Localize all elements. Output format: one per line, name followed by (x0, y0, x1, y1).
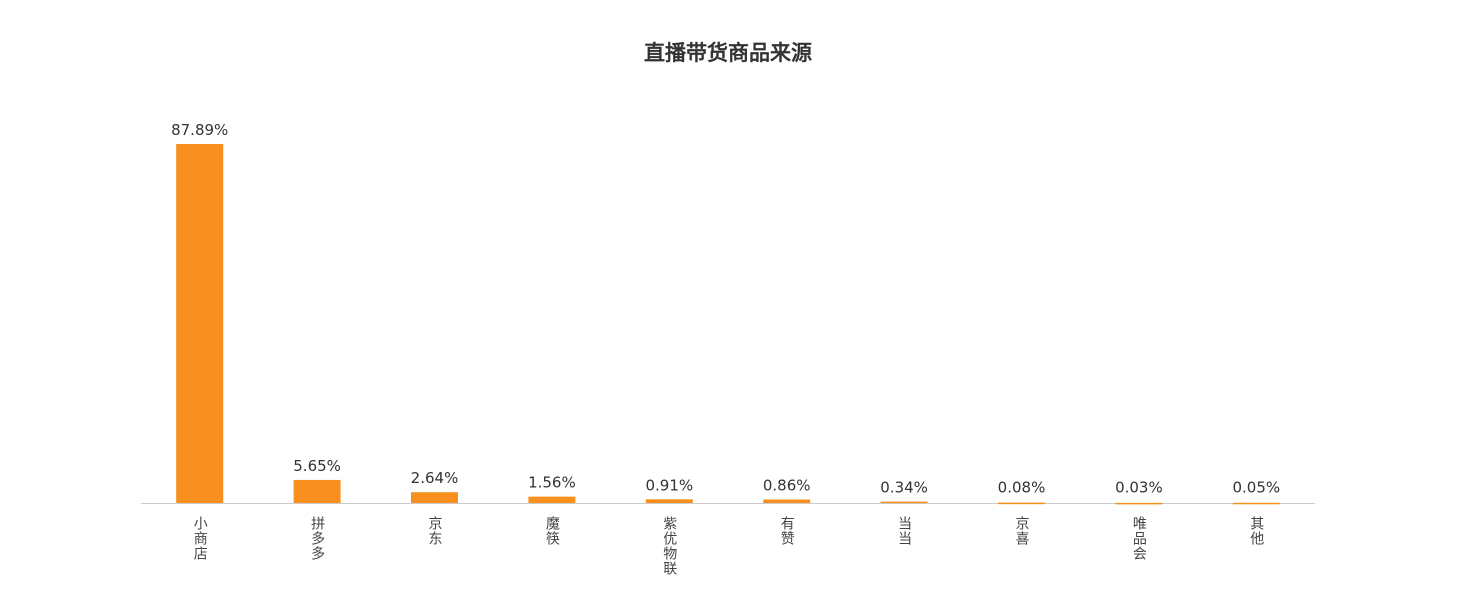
data-label: 0.05% (1232, 479, 1280, 497)
data-label: 0.34% (880, 479, 928, 497)
x-tick-label: 魔筷 (544, 516, 560, 546)
x-tick-label: 拼多多 (309, 516, 325, 561)
x-tick-label: 其他 (1248, 516, 1264, 546)
data-label: 0.91% (645, 476, 693, 494)
bar (998, 502, 1045, 505)
chart-title: 直播带货商品来源 (644, 41, 812, 65)
x-tick-label: 当当 (896, 516, 912, 546)
bar (763, 499, 811, 503)
x-tick-label: 有赞 (779, 516, 795, 546)
x-tick-label: 京东 (427, 516, 443, 546)
x-tick-label: 紫优物联 (661, 516, 677, 576)
bar (528, 496, 576, 503)
bar (1232, 502, 1280, 505)
bar (293, 479, 341, 503)
bar (880, 501, 928, 504)
data-label: 5.65% (293, 457, 341, 475)
bar (176, 144, 224, 503)
data-label: 1.56% (528, 474, 576, 492)
bar (411, 492, 458, 503)
data-label: 0.08% (998, 479, 1046, 497)
data-label: 0.03% (1115, 479, 1163, 497)
data-label: 2.64% (411, 469, 459, 487)
x-tick-label: 唯品会 (1131, 516, 1147, 561)
data-label: 87.89% (171, 121, 228, 139)
x-tick-label: 京喜 (1014, 516, 1030, 546)
data-label: 0.86% (763, 476, 811, 494)
bar (1115, 502, 1163, 505)
x-tick-label: 小商店 (192, 516, 208, 561)
bar (645, 499, 693, 503)
